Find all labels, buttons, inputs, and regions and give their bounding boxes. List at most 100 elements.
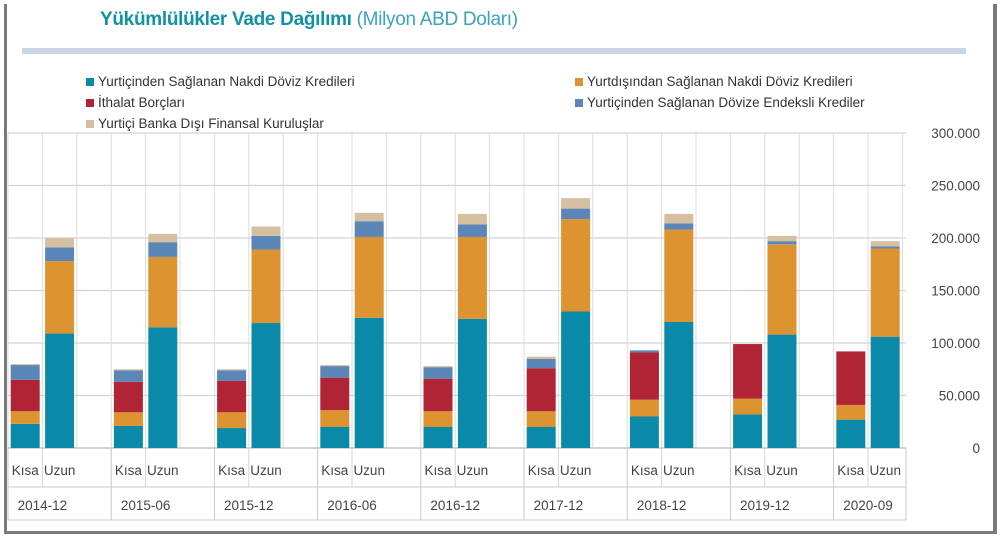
maturity-label: Kısa [424, 463, 452, 478]
maturity-label: Kısa [837, 463, 865, 478]
bar-segment [354, 236, 384, 318]
period-label: 2016-06 [327, 498, 377, 513]
y-tick-label: 250.000 [931, 179, 980, 194]
period-label: 2017-12 [534, 498, 584, 513]
bar-segment [423, 427, 453, 448]
bar-segment [10, 364, 40, 366]
chart-frame [4, 4, 997, 534]
bar-segment [113, 381, 143, 413]
bar-segment [870, 248, 900, 337]
bar-segment [629, 416, 659, 448]
bar-segment [423, 378, 453, 412]
bar-segment [45, 261, 75, 334]
bar-segment [354, 221, 384, 237]
bar-segment [767, 241, 797, 245]
bar-segment [423, 366, 453, 368]
legend-item: İthalat Borçları [86, 95, 185, 110]
bar-segment [457, 213, 487, 225]
bar-segment [664, 322, 694, 448]
bar-segment [217, 369, 247, 371]
bar-segment [733, 414, 763, 448]
title-main: Yükümlülükler Vade Dağılımı [100, 9, 352, 30]
y-tick-label: 50.000 [939, 389, 980, 404]
bar-segment [836, 419, 866, 448]
maturity-label: Kısa [528, 463, 556, 478]
bar-segment [320, 427, 350, 448]
legend-swatch [86, 98, 94, 107]
maturity-label: Kısa [218, 463, 246, 478]
bar-segment [10, 423, 40, 448]
chart-title: Yükümlülükler Vade Dağılımı (Milyon ABD … [100, 9, 518, 31]
legend-swatch [575, 77, 583, 86]
bar-segment [217, 428, 247, 448]
legend-label: Yurtiçinden Sağlanan Dövize Endeksli Kre… [587, 95, 865, 110]
period-label: 2015-06 [121, 498, 171, 513]
bar-segment [148, 233, 178, 243]
maturity-label: Uzun [457, 463, 489, 478]
bar-segment [526, 427, 556, 448]
y-tick-label: 150.000 [931, 284, 980, 299]
y-tick-label: 100.000 [931, 336, 980, 351]
bar-segment [664, 223, 694, 230]
bar-segment [733, 344, 763, 399]
bar-segment [354, 212, 384, 222]
bar-segment [561, 208, 591, 220]
period-label: 2014-12 [18, 498, 68, 513]
maturity-label: Uzun [44, 463, 76, 478]
y-tick-label: 200.000 [931, 231, 980, 246]
bar-segment [526, 411, 556, 427]
y-tick-label: 0 [972, 441, 980, 456]
maturity-label: Uzun [663, 463, 695, 478]
bar-segment [664, 229, 694, 322]
bar-segment [251, 235, 281, 250]
maturity-label: Uzun [353, 463, 385, 478]
bar-segment [148, 242, 178, 257]
maturity-label: Kısa [12, 463, 40, 478]
bar-segment [45, 247, 75, 262]
bar-segment [10, 379, 40, 412]
period-label: 2016-12 [430, 498, 480, 513]
period-label: 2018-12 [637, 498, 687, 513]
bar-segment [423, 411, 453, 427]
maturity-label: Kısa [321, 463, 349, 478]
bar-segment [320, 377, 350, 411]
bar-segment [354, 317, 384, 448]
bar-segment [148, 256, 178, 328]
legend-item: Yurtiçinden Sağlanan Nakdi Döviz Kredile… [86, 74, 355, 89]
bar-segment [767, 244, 797, 335]
maturity-label: Uzun [560, 463, 592, 478]
bar-segment [629, 399, 659, 417]
legend-label: Yurtdışından Sağlanan Nakdi Döviz Kredil… [587, 74, 853, 89]
legend-label: Yurtiçi Banka Dışı Finansal Kuruluşlar [98, 116, 324, 131]
bar-segment [767, 334, 797, 448]
bar-segment [148, 327, 178, 448]
maturity-label: Kısa [631, 463, 659, 478]
bar-segment [457, 224, 487, 237]
bar-segment [629, 352, 659, 400]
legend-item: Yurtiçinden Sağlanan Dövize Endeksli Kre… [575, 95, 865, 110]
bar-segment [10, 411, 40, 424]
legend-swatch [86, 77, 94, 86]
period-label: 2020-09 [843, 498, 893, 513]
bar-segment [45, 238, 75, 248]
maturity-label: Kısa [734, 463, 762, 478]
bar-segment [870, 336, 900, 448]
maturity-label: Uzun [766, 463, 798, 478]
bar-segment [10, 365, 40, 380]
bar-segment [320, 410, 350, 427]
bar-segment [113, 412, 143, 426]
maturity-label: Uzun [250, 463, 282, 478]
bar-segment [561, 219, 591, 312]
legend-label: İthalat Borçları [98, 95, 186, 110]
title-unit: (Milyon ABD Doları) [356, 9, 518, 30]
bar-segment [767, 235, 797, 242]
bar-segment [113, 425, 143, 448]
bar-segment [251, 249, 281, 324]
bar-segment [320, 366, 350, 378]
bar-segment [561, 198, 591, 209]
bar-segment [836, 404, 866, 420]
maturity-label: Uzun [147, 463, 179, 478]
legend-label: Yurtiçinden Sağlanan Nakdi Döviz Kredile… [98, 74, 355, 89]
bar-segment [45, 333, 75, 448]
